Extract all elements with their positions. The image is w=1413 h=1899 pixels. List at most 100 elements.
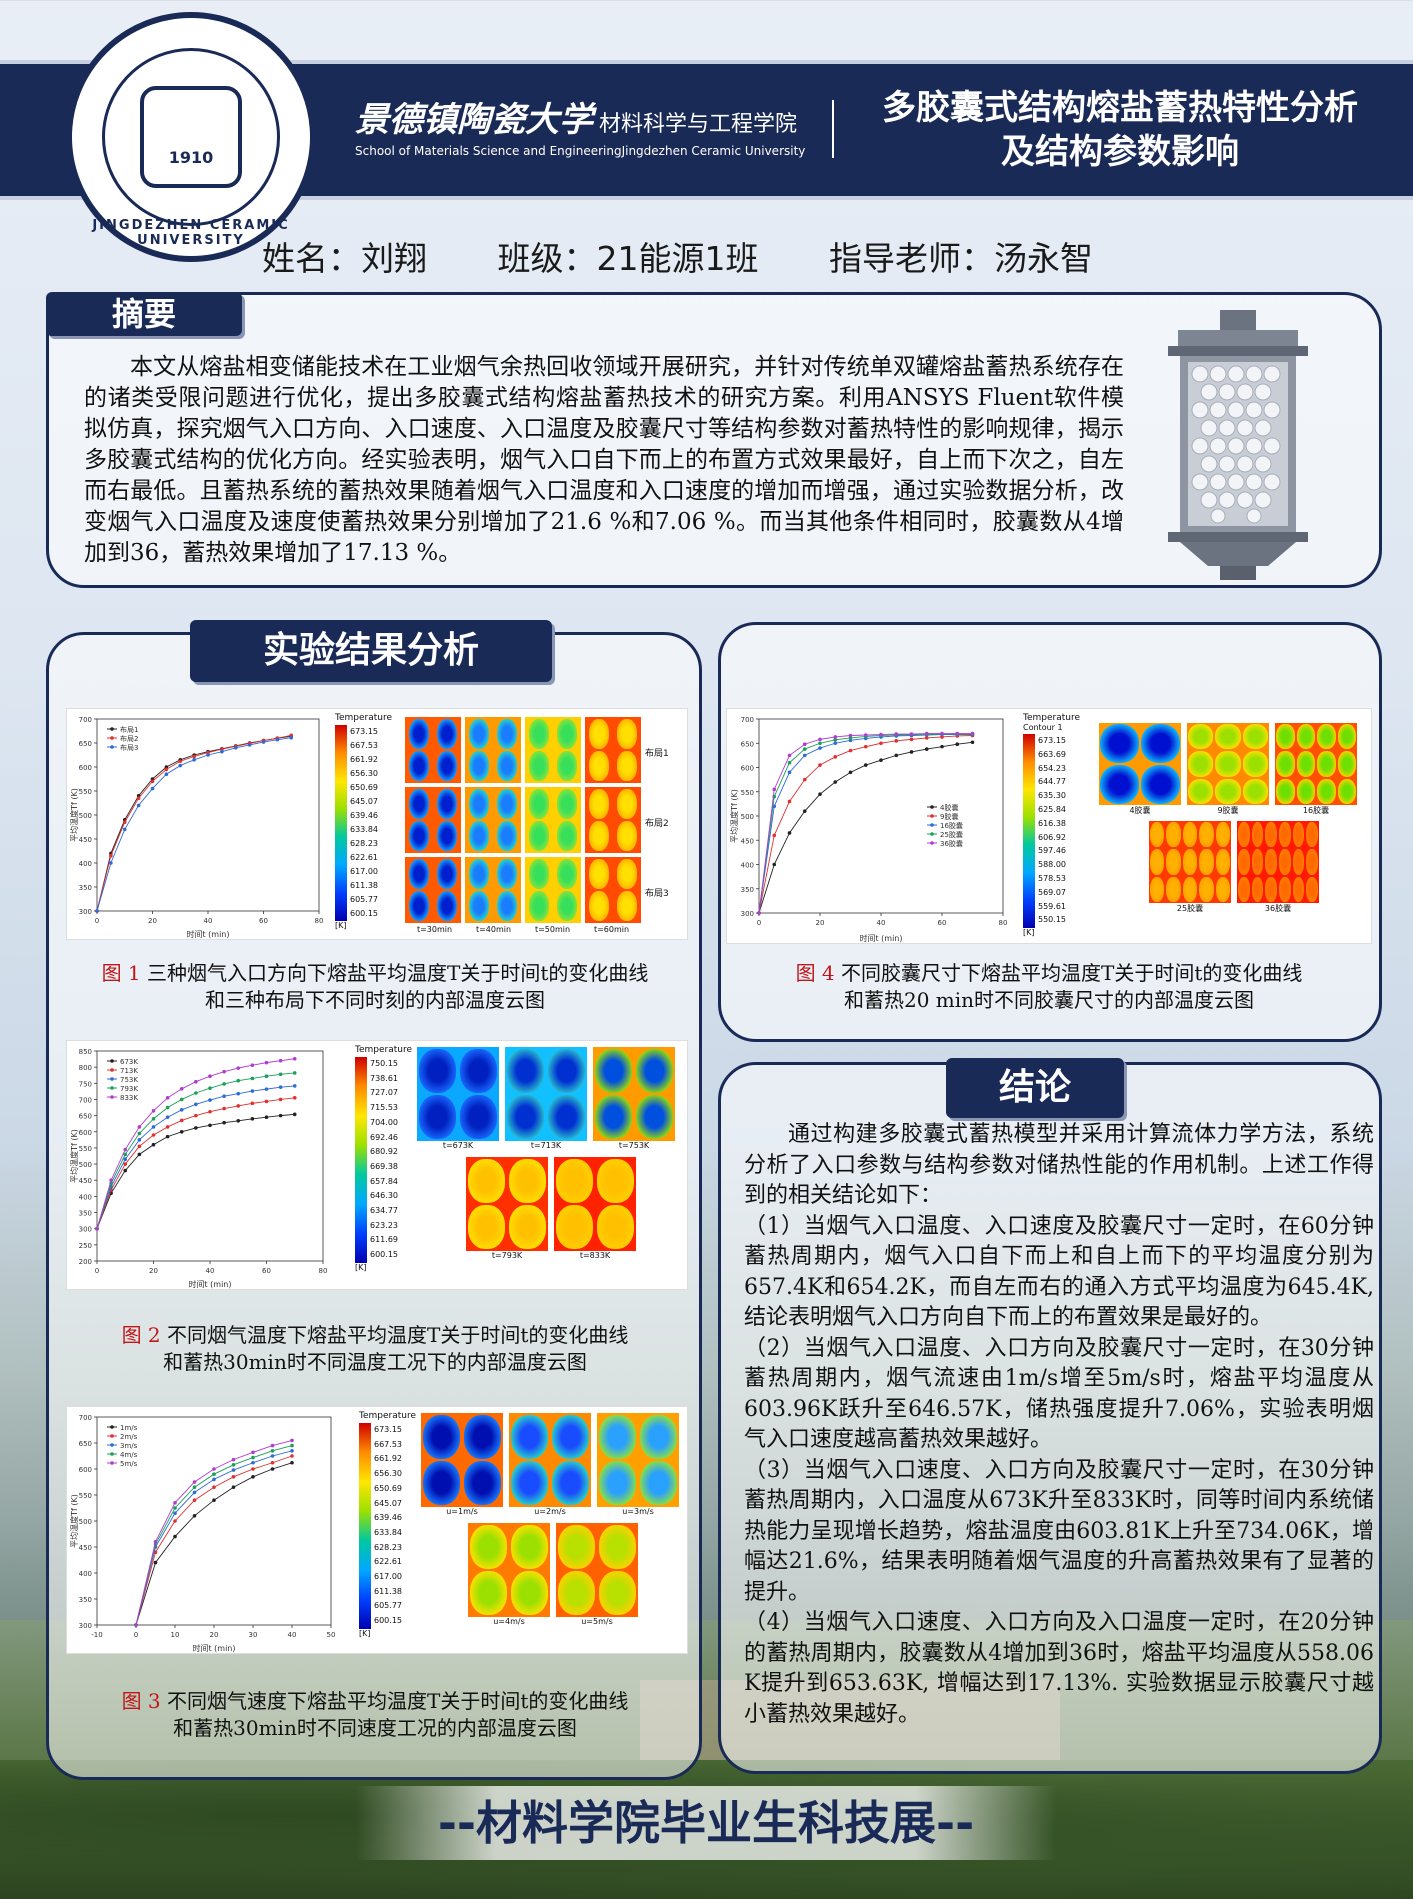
y-tick-label: 500 [741, 813, 754, 821]
conclusion-point-1: （1）当烟气入口温度、入口速度及胶囊尺寸一定时，在60分钟蓄热周期内，烟气入口自… [744, 1213, 1374, 1331]
x-axis-label: 时间t (min) [859, 933, 902, 943]
y-tick-label: 800 [79, 1064, 92, 1072]
y-tick-label: 300 [79, 908, 92, 916]
y-tick-label: 700 [741, 716, 754, 724]
data-point [955, 731, 960, 736]
data-point [164, 772, 169, 776]
data-point [787, 831, 792, 835]
data-point [165, 1096, 170, 1100]
y-tick-label: 350 [79, 884, 92, 892]
data-point [165, 1115, 170, 1120]
capsule [1100, 765, 1139, 804]
data-point [150, 779, 155, 784]
data-point [802, 742, 807, 747]
figure-3-colorbar: Temperature 673.15 667.53 661.92 656.30 650.… [359, 1411, 417, 1638]
data-point [250, 1089, 255, 1093]
capsule [1215, 849, 1230, 875]
colorbar-tick: 559.61 [1038, 901, 1066, 911]
column-label: t=30min [416, 925, 453, 934]
capsule [557, 789, 577, 819]
capsule [423, 1415, 460, 1459]
capsule [460, 1095, 497, 1139]
colorbar-title: Temperature [335, 713, 393, 723]
data-point [879, 758, 883, 763]
data-point [231, 1485, 236, 1489]
data-point [173, 1519, 177, 1523]
capsule [1337, 724, 1356, 750]
capsule [617, 789, 637, 819]
data-point [151, 1108, 156, 1113]
capsule [1317, 751, 1336, 777]
data-point [222, 1069, 226, 1074]
x-tick-label: 60 [938, 919, 947, 927]
title-line-2: 及结构参数影响 [1001, 132, 1239, 172]
capsule [1265, 849, 1277, 875]
capsule [558, 1525, 595, 1569]
y-tick-label: 850 [79, 1048, 92, 1056]
legend-label: 5m/s [120, 1460, 138, 1468]
capsule [464, 1461, 501, 1505]
colorbar-tick: 600.15 [370, 1250, 398, 1260]
contour-plot [585, 787, 641, 853]
data-point [178, 759, 183, 764]
data-point [909, 732, 914, 736]
colorbar-tick: 646.30 [370, 1191, 398, 1201]
capsule [1188, 724, 1214, 750]
data-point [123, 1152, 128, 1157]
data-point [264, 1115, 269, 1120]
figure-3-caption: 图 3 不同烟气速度下熔盐平均温度T关于时间t的变化曲线 和蓄热30min时不同… [60, 1688, 690, 1742]
data-point [109, 854, 113, 858]
capsule [1215, 876, 1230, 902]
capsule [437, 789, 457, 819]
figure-2-contours: t=673K t=713K t=753K t=793K t=833K [417, 1047, 685, 1287]
legend-label: 布局1 [120, 725, 138, 734]
capsule [1215, 778, 1241, 804]
capsule [1251, 849, 1264, 875]
capsule [511, 1461, 548, 1505]
legend-marker [110, 1059, 114, 1063]
y-tick-label: 200 [79, 1258, 92, 1266]
legend-label: 36胶囊 [940, 839, 963, 848]
colorbar-title: Temperature [359, 1411, 417, 1421]
data-point [236, 1091, 241, 1096]
capsule [511, 1415, 548, 1459]
colorbar-tick: 634.77 [370, 1206, 398, 1216]
data-point [109, 1178, 113, 1183]
capsule [558, 1571, 595, 1615]
colorbar-tick: 639.46 [350, 811, 378, 820]
legend-marker [110, 1068, 114, 1072]
colorbar-gradient [335, 725, 347, 921]
capsule [617, 719, 637, 749]
capsule [599, 1571, 636, 1615]
capsule [437, 751, 457, 781]
contour-plot [597, 1413, 679, 1507]
legend-marker [110, 1095, 114, 1099]
colorbar-title: Temperature [355, 1045, 413, 1055]
data-point [251, 1460, 255, 1465]
x-tick-label: 20 [210, 1631, 219, 1639]
contour-plot [505, 1047, 587, 1141]
colorbar-tick: 622.61 [374, 1557, 402, 1567]
capsule [548, 1049, 585, 1093]
capsule [469, 719, 489, 749]
capsule [1182, 876, 1198, 902]
data-point [879, 732, 883, 737]
y-tick-label: 550 [79, 1492, 92, 1500]
data-point [206, 753, 210, 757]
data-point [818, 746, 822, 750]
capsule [1251, 822, 1264, 848]
conclusion-point-4: （4）当烟气入口速度、入口方向及入口温度一定时，在20分钟的蓄热周期内，胶囊数从… [744, 1610, 1374, 1727]
data-point [236, 1104, 241, 1108]
y-tick-label: 400 [79, 860, 92, 868]
y-tick-label: 500 [79, 1518, 92, 1526]
colorbar-tick: 654.23 [1038, 763, 1066, 773]
data-point [208, 1123, 212, 1128]
data-point [151, 1125, 156, 1129]
poster-title: 多胶囊式结构熔盐蓄热特性分析 及结构参数影响 [850, 86, 1390, 174]
data-point [833, 741, 838, 746]
data-point [173, 1501, 177, 1505]
data-point [194, 1102, 198, 1107]
legend-label: 833K [120, 1094, 138, 1102]
figure-3-contours: u=1m/s u=2m/s u=3m/s u=4m/s u=5m/s [421, 1413, 685, 1651]
contour-cell: t=673K [417, 1047, 499, 1153]
